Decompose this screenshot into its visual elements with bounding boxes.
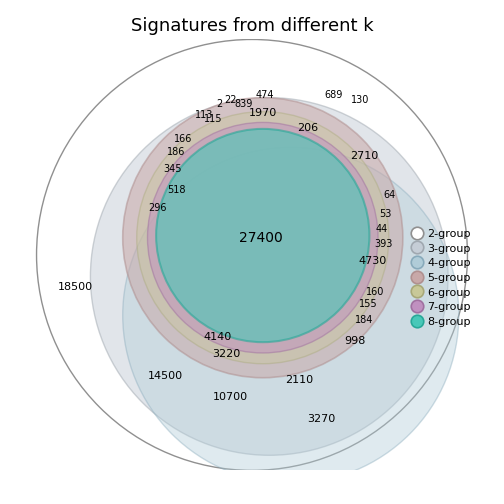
Text: 206: 206 bbox=[297, 123, 319, 133]
Text: 4730: 4730 bbox=[358, 257, 387, 267]
Text: 296: 296 bbox=[148, 203, 166, 213]
Circle shape bbox=[137, 112, 389, 364]
Text: 1970: 1970 bbox=[248, 108, 277, 118]
Text: 53: 53 bbox=[380, 209, 392, 219]
Text: 115: 115 bbox=[204, 114, 222, 124]
Text: 113: 113 bbox=[196, 110, 214, 120]
Text: 14500: 14500 bbox=[148, 370, 183, 381]
Circle shape bbox=[123, 147, 459, 483]
Text: 155: 155 bbox=[359, 299, 377, 309]
Text: 166: 166 bbox=[174, 134, 192, 144]
Text: 160: 160 bbox=[365, 287, 384, 296]
Text: 64: 64 bbox=[384, 190, 396, 200]
Text: 689: 689 bbox=[325, 91, 343, 100]
Text: 44: 44 bbox=[375, 224, 388, 234]
Circle shape bbox=[148, 122, 378, 353]
Text: 18500: 18500 bbox=[58, 282, 93, 292]
Text: 518: 518 bbox=[167, 185, 186, 195]
Text: 474: 474 bbox=[256, 91, 274, 100]
Text: 2110: 2110 bbox=[285, 375, 313, 385]
Title: Signatures from different k: Signatures from different k bbox=[131, 17, 373, 35]
Text: 839: 839 bbox=[234, 99, 253, 109]
Text: 130: 130 bbox=[351, 95, 369, 105]
Text: 2710: 2710 bbox=[350, 151, 378, 161]
Legend: 2-group, 3-group, 4-group, 5-group, 6-group, 7-group, 8-group: 2-group, 3-group, 4-group, 5-group, 6-gr… bbox=[409, 226, 473, 329]
Text: 3270: 3270 bbox=[307, 414, 335, 424]
Text: 393: 393 bbox=[374, 239, 393, 249]
Text: 345: 345 bbox=[163, 164, 181, 174]
Text: 10700: 10700 bbox=[213, 392, 248, 402]
Circle shape bbox=[90, 98, 448, 455]
Text: 27400: 27400 bbox=[239, 231, 283, 244]
Circle shape bbox=[123, 98, 403, 377]
Text: 998: 998 bbox=[345, 336, 366, 346]
Text: 3220: 3220 bbox=[212, 349, 240, 359]
Text: 186: 186 bbox=[167, 147, 186, 157]
Text: 184: 184 bbox=[355, 314, 373, 325]
Text: 2: 2 bbox=[217, 99, 223, 109]
Text: 4140: 4140 bbox=[204, 332, 232, 342]
Circle shape bbox=[156, 129, 369, 342]
Text: 22: 22 bbox=[224, 95, 237, 105]
